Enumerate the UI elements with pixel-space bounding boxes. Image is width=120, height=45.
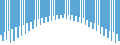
Bar	[66, 0, 67, 19]
Bar	[70, 0, 71, 20]
Bar	[38, 0, 39, 19]
Bar	[81, 0, 82, 23]
Bar	[113, 0, 114, 32]
Bar	[47, 0, 48, 22]
Bar	[4, 0, 5, 32]
Bar	[28, 0, 30, 31]
Bar	[109, 0, 110, 31]
Bar	[17, 0, 18, 38]
Bar	[53, 0, 54, 16]
Bar	[42, 0, 43, 18]
Bar	[2, 0, 3, 41]
Bar	[23, 0, 24, 25]
Bar	[94, 0, 95, 23]
Bar	[62, 0, 63, 18]
Bar	[115, 0, 116, 43]
Bar	[58, 0, 60, 19]
Bar	[90, 0, 92, 22]
Bar	[60, 0, 62, 15]
Bar	[75, 0, 77, 16]
Bar	[0, 0, 2, 35]
Bar	[87, 0, 88, 20]
Bar	[64, 0, 65, 14]
Bar	[10, 0, 11, 43]
Bar	[88, 0, 90, 27]
Bar	[34, 0, 35, 20]
Bar	[55, 0, 56, 20]
Bar	[85, 0, 86, 25]
Bar	[68, 0, 69, 15]
Bar	[6, 0, 7, 40]
Bar	[12, 0, 13, 29]
Bar	[30, 0, 32, 22]
Bar	[92, 0, 93, 29]
Bar	[105, 0, 107, 29]
Bar	[103, 0, 105, 36]
Bar	[96, 0, 97, 31]
Bar	[45, 0, 47, 17]
Bar	[117, 0, 118, 34]
Bar	[15, 0, 17, 27]
Bar	[111, 0, 112, 40]
Bar	[13, 0, 15, 40]
Bar	[51, 0, 52, 21]
Bar	[27, 0, 28, 23]
Bar	[43, 0, 45, 22]
Bar	[21, 0, 22, 36]
Bar	[25, 0, 26, 34]
Bar	[77, 0, 78, 22]
Bar	[79, 0, 80, 17]
Bar	[19, 0, 20, 26]
Bar	[36, 0, 37, 27]
Bar	[73, 0, 75, 21]
Bar	[57, 0, 58, 15]
Bar	[72, 0, 73, 15]
Bar	[83, 0, 84, 18]
Bar	[40, 0, 41, 25]
Bar	[32, 0, 33, 29]
Bar	[102, 0, 103, 27]
Bar	[107, 0, 108, 38]
Bar	[49, 0, 50, 16]
Bar	[118, 0, 120, 41]
Bar	[98, 0, 99, 25]
Bar	[8, 0, 9, 31]
Bar	[100, 0, 101, 34]
